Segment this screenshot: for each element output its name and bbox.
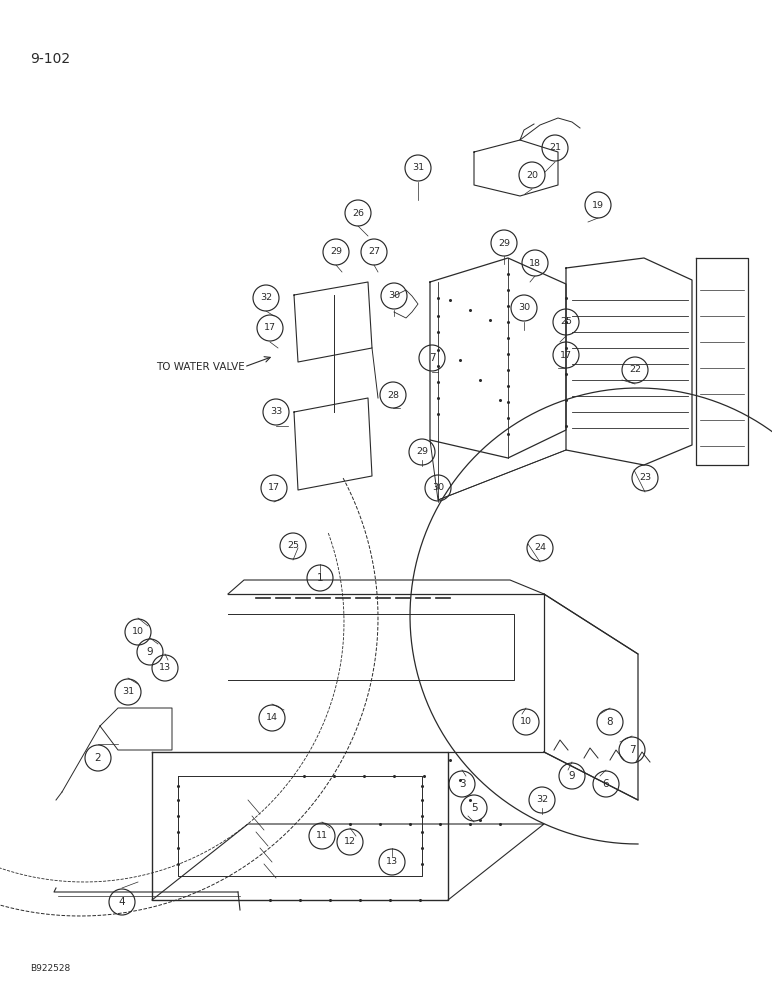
Text: 8: 8 xyxy=(607,717,613,727)
Text: 10: 10 xyxy=(520,718,532,726)
Text: 11: 11 xyxy=(316,832,328,840)
Text: 21: 21 xyxy=(549,143,561,152)
Text: 5: 5 xyxy=(471,803,477,813)
Text: 9: 9 xyxy=(147,647,154,657)
Text: 2: 2 xyxy=(95,753,101,763)
Text: 33: 33 xyxy=(270,408,282,416)
Text: 22: 22 xyxy=(629,365,641,374)
Text: 17: 17 xyxy=(264,324,276,332)
Text: 25: 25 xyxy=(287,542,299,550)
Text: 17: 17 xyxy=(560,351,572,360)
Text: 9-102: 9-102 xyxy=(30,52,70,66)
Text: 32: 32 xyxy=(260,294,272,302)
Text: 4: 4 xyxy=(119,897,125,907)
Text: 19: 19 xyxy=(592,200,604,210)
Text: 24: 24 xyxy=(534,544,546,552)
Text: 31: 31 xyxy=(412,163,424,172)
Text: 17: 17 xyxy=(268,484,280,492)
Text: 27: 27 xyxy=(368,247,380,256)
Text: 26: 26 xyxy=(352,209,364,218)
Text: 13: 13 xyxy=(159,664,171,672)
Text: 7: 7 xyxy=(428,353,435,363)
Text: 6: 6 xyxy=(603,779,609,789)
Text: 25: 25 xyxy=(560,318,572,326)
Text: B922528: B922528 xyxy=(30,964,70,973)
Text: TO WATER VALVE: TO WATER VALVE xyxy=(156,362,245,372)
Text: 14: 14 xyxy=(266,714,278,722)
Text: 18: 18 xyxy=(529,258,541,267)
Text: 32: 32 xyxy=(536,796,548,804)
Text: 30: 30 xyxy=(432,484,444,492)
Text: 29: 29 xyxy=(330,247,342,256)
Text: 13: 13 xyxy=(386,857,398,866)
Text: 20: 20 xyxy=(526,170,538,180)
Text: 29: 29 xyxy=(498,238,510,247)
Text: 30: 30 xyxy=(388,292,400,300)
Text: 7: 7 xyxy=(628,745,635,755)
Text: 30: 30 xyxy=(518,304,530,312)
Text: 28: 28 xyxy=(387,390,399,399)
Text: 23: 23 xyxy=(639,474,651,483)
Text: 9: 9 xyxy=(569,771,575,781)
Text: 1: 1 xyxy=(317,573,323,583)
Text: 12: 12 xyxy=(344,838,356,846)
Text: 3: 3 xyxy=(459,779,466,789)
Text: 29: 29 xyxy=(416,448,428,456)
Text: 10: 10 xyxy=(132,628,144,637)
Text: 31: 31 xyxy=(122,688,134,696)
